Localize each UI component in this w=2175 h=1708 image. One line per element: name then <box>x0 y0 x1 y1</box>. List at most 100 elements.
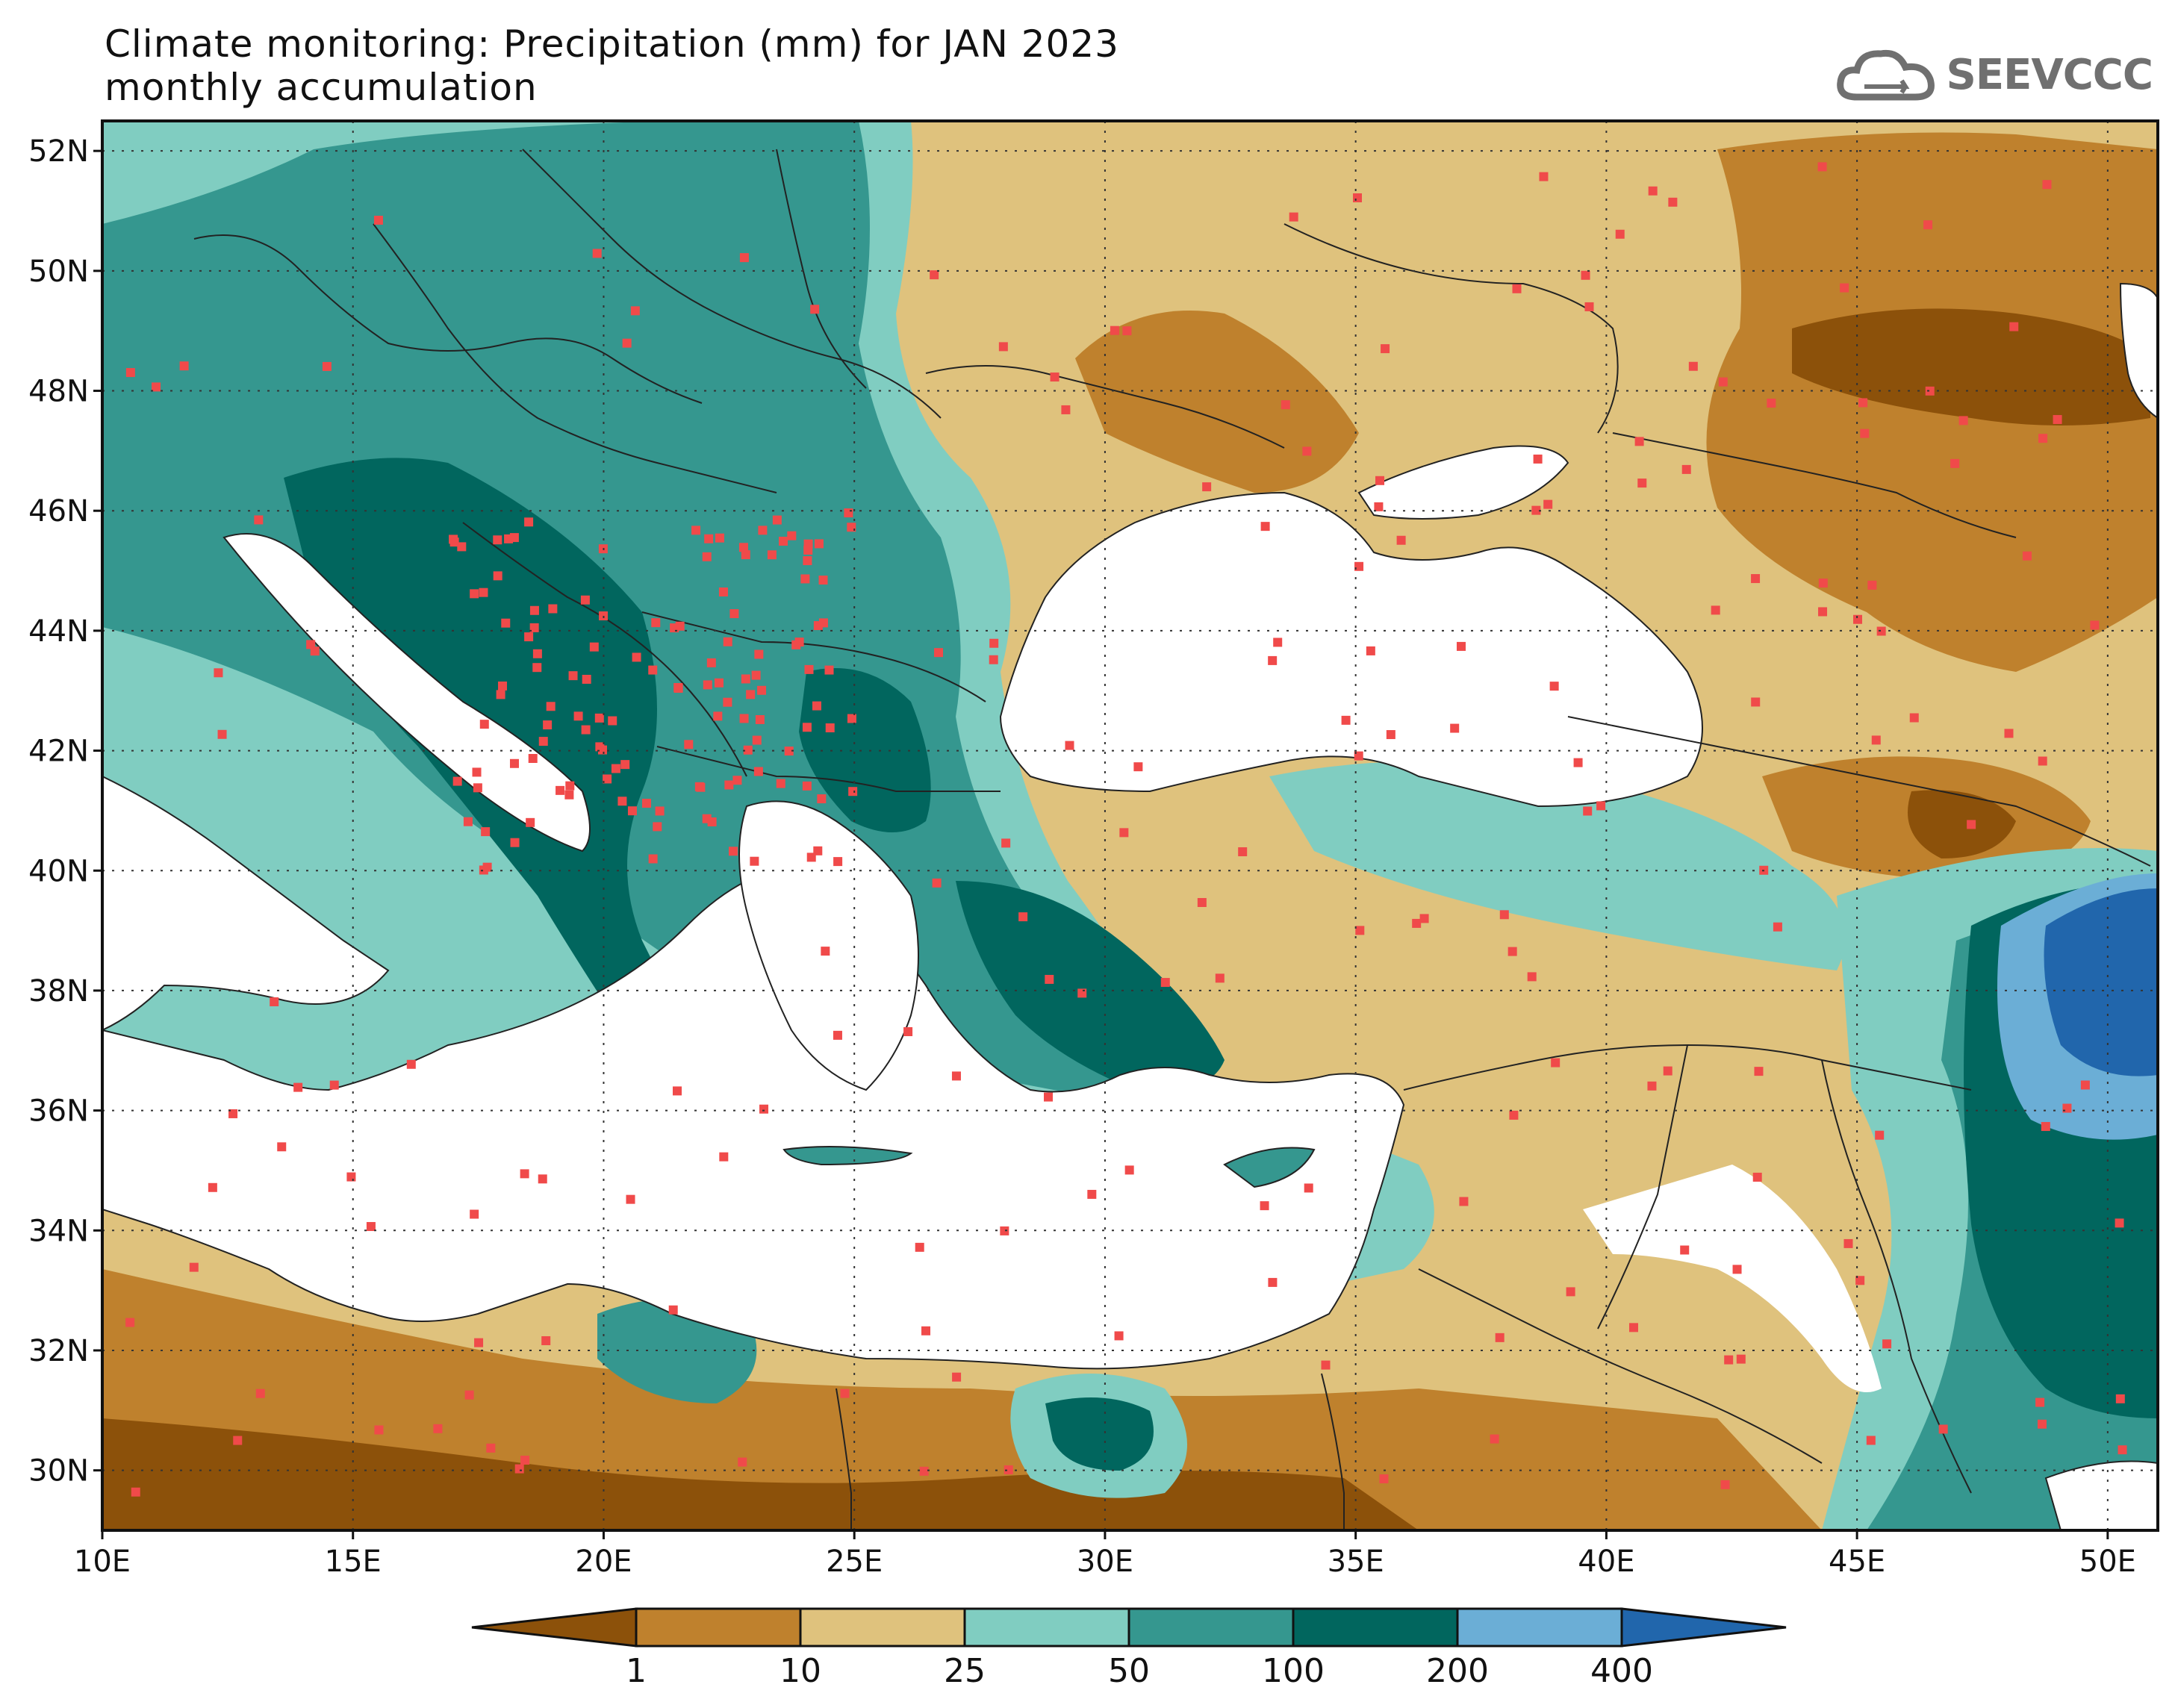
station-marker <box>696 782 706 792</box>
colorbar-arrow-low <box>471 1607 638 1648</box>
station-marker <box>2037 1419 2047 1429</box>
station-marker <box>1688 361 1698 371</box>
station-marker <box>1499 910 1509 920</box>
colorbar-label: 1 <box>626 1652 647 1690</box>
station-marker <box>481 827 491 837</box>
station-marker <box>556 785 565 795</box>
station-marker <box>452 776 462 786</box>
tick-label-lat: 34N <box>28 1214 89 1248</box>
station-marker <box>473 783 482 793</box>
station-marker <box>1752 1172 1762 1182</box>
station-marker <box>1018 912 1028 922</box>
station-marker <box>1938 1424 1948 1434</box>
station-marker <box>524 517 534 527</box>
station-marker <box>1751 697 1761 707</box>
station-marker <box>1304 1183 1313 1193</box>
station-marker <box>840 1388 850 1398</box>
station-marker <box>1718 377 1728 387</box>
station-marker <box>1281 400 1290 410</box>
station-marker <box>651 618 661 628</box>
station-marker <box>1860 428 1870 438</box>
station-marker <box>479 720 489 729</box>
station-marker <box>787 531 797 540</box>
region-darkteal-anatolia-west <box>956 881 1225 1091</box>
station-marker <box>1260 1201 1269 1211</box>
station-marker <box>1289 212 1298 222</box>
station-marker <box>322 361 332 371</box>
station-marker <box>670 623 679 633</box>
station-marker <box>847 714 856 723</box>
station-marker <box>800 574 810 584</box>
tick-label-lat: 38N <box>28 974 89 1009</box>
station-marker <box>526 817 535 827</box>
station-marker <box>1876 626 1886 636</box>
station-marker <box>632 652 641 662</box>
station-marker <box>433 1424 443 1433</box>
station-marker <box>772 515 782 525</box>
station-marker <box>713 711 723 721</box>
station-marker <box>803 556 812 566</box>
region-darkbrown-africa <box>102 1418 1419 1530</box>
station-marker <box>2080 1080 2090 1090</box>
black-sea <box>999 491 1703 808</box>
station-marker <box>529 605 539 615</box>
station-marker <box>1858 398 1868 408</box>
station-marker <box>833 1030 842 1040</box>
tick-label-lat: 52N <box>28 134 89 169</box>
region-brown-ukraine <box>1075 311 1359 493</box>
station-marker <box>208 1182 217 1192</box>
station-marker <box>732 776 742 785</box>
station-marker <box>1681 464 1691 474</box>
station-marker <box>813 621 823 631</box>
station-marker <box>630 306 640 316</box>
station-marker <box>714 678 724 688</box>
station-marker <box>2038 434 2048 443</box>
station-marker <box>653 822 662 832</box>
station-marker <box>603 774 612 784</box>
station-marker <box>1321 1360 1331 1370</box>
station-marker <box>131 1487 140 1497</box>
station-marker <box>538 737 548 747</box>
station-marker <box>2042 180 2052 190</box>
station-marker <box>532 649 542 658</box>
station-marker <box>998 342 1008 352</box>
station-marker <box>1853 614 1863 624</box>
station-marker <box>1751 574 1761 584</box>
station-marker <box>1711 605 1720 615</box>
station-marker <box>1379 1474 1389 1484</box>
station-marker <box>810 305 820 314</box>
station-marker <box>1615 229 1625 239</box>
station-marker <box>528 753 538 763</box>
station-marker <box>524 632 534 642</box>
station-marker <box>509 758 519 768</box>
station-marker <box>703 680 712 690</box>
station-marker <box>2115 1394 2125 1403</box>
station-marker <box>803 539 813 549</box>
station-marker <box>723 637 732 646</box>
colorbar-box <box>1127 1607 1295 1648</box>
station-marker <box>757 685 767 695</box>
station-marker <box>486 1443 496 1453</box>
station-marker <box>1124 1165 1134 1175</box>
station-marker <box>1549 682 1559 691</box>
station-marker <box>818 576 828 585</box>
station-marker <box>751 670 761 680</box>
station-marker <box>1596 801 1606 811</box>
station-marker <box>449 537 459 547</box>
station-marker <box>611 764 620 773</box>
station-marker <box>617 797 627 806</box>
station-marker <box>989 655 998 664</box>
station-marker <box>509 533 519 543</box>
station-marker <box>1539 172 1549 181</box>
crete <box>782 1146 913 1166</box>
caspian-sea <box>2119 282 2158 420</box>
station-marker <box>719 1152 729 1162</box>
aegean-sea <box>738 800 919 1091</box>
station-marker <box>1566 1287 1575 1297</box>
station-marker <box>374 1425 384 1435</box>
tyrrhenian-sea <box>102 775 390 1032</box>
station-marker <box>752 735 762 745</box>
station-marker <box>1817 162 1827 172</box>
station-marker <box>270 997 279 1006</box>
